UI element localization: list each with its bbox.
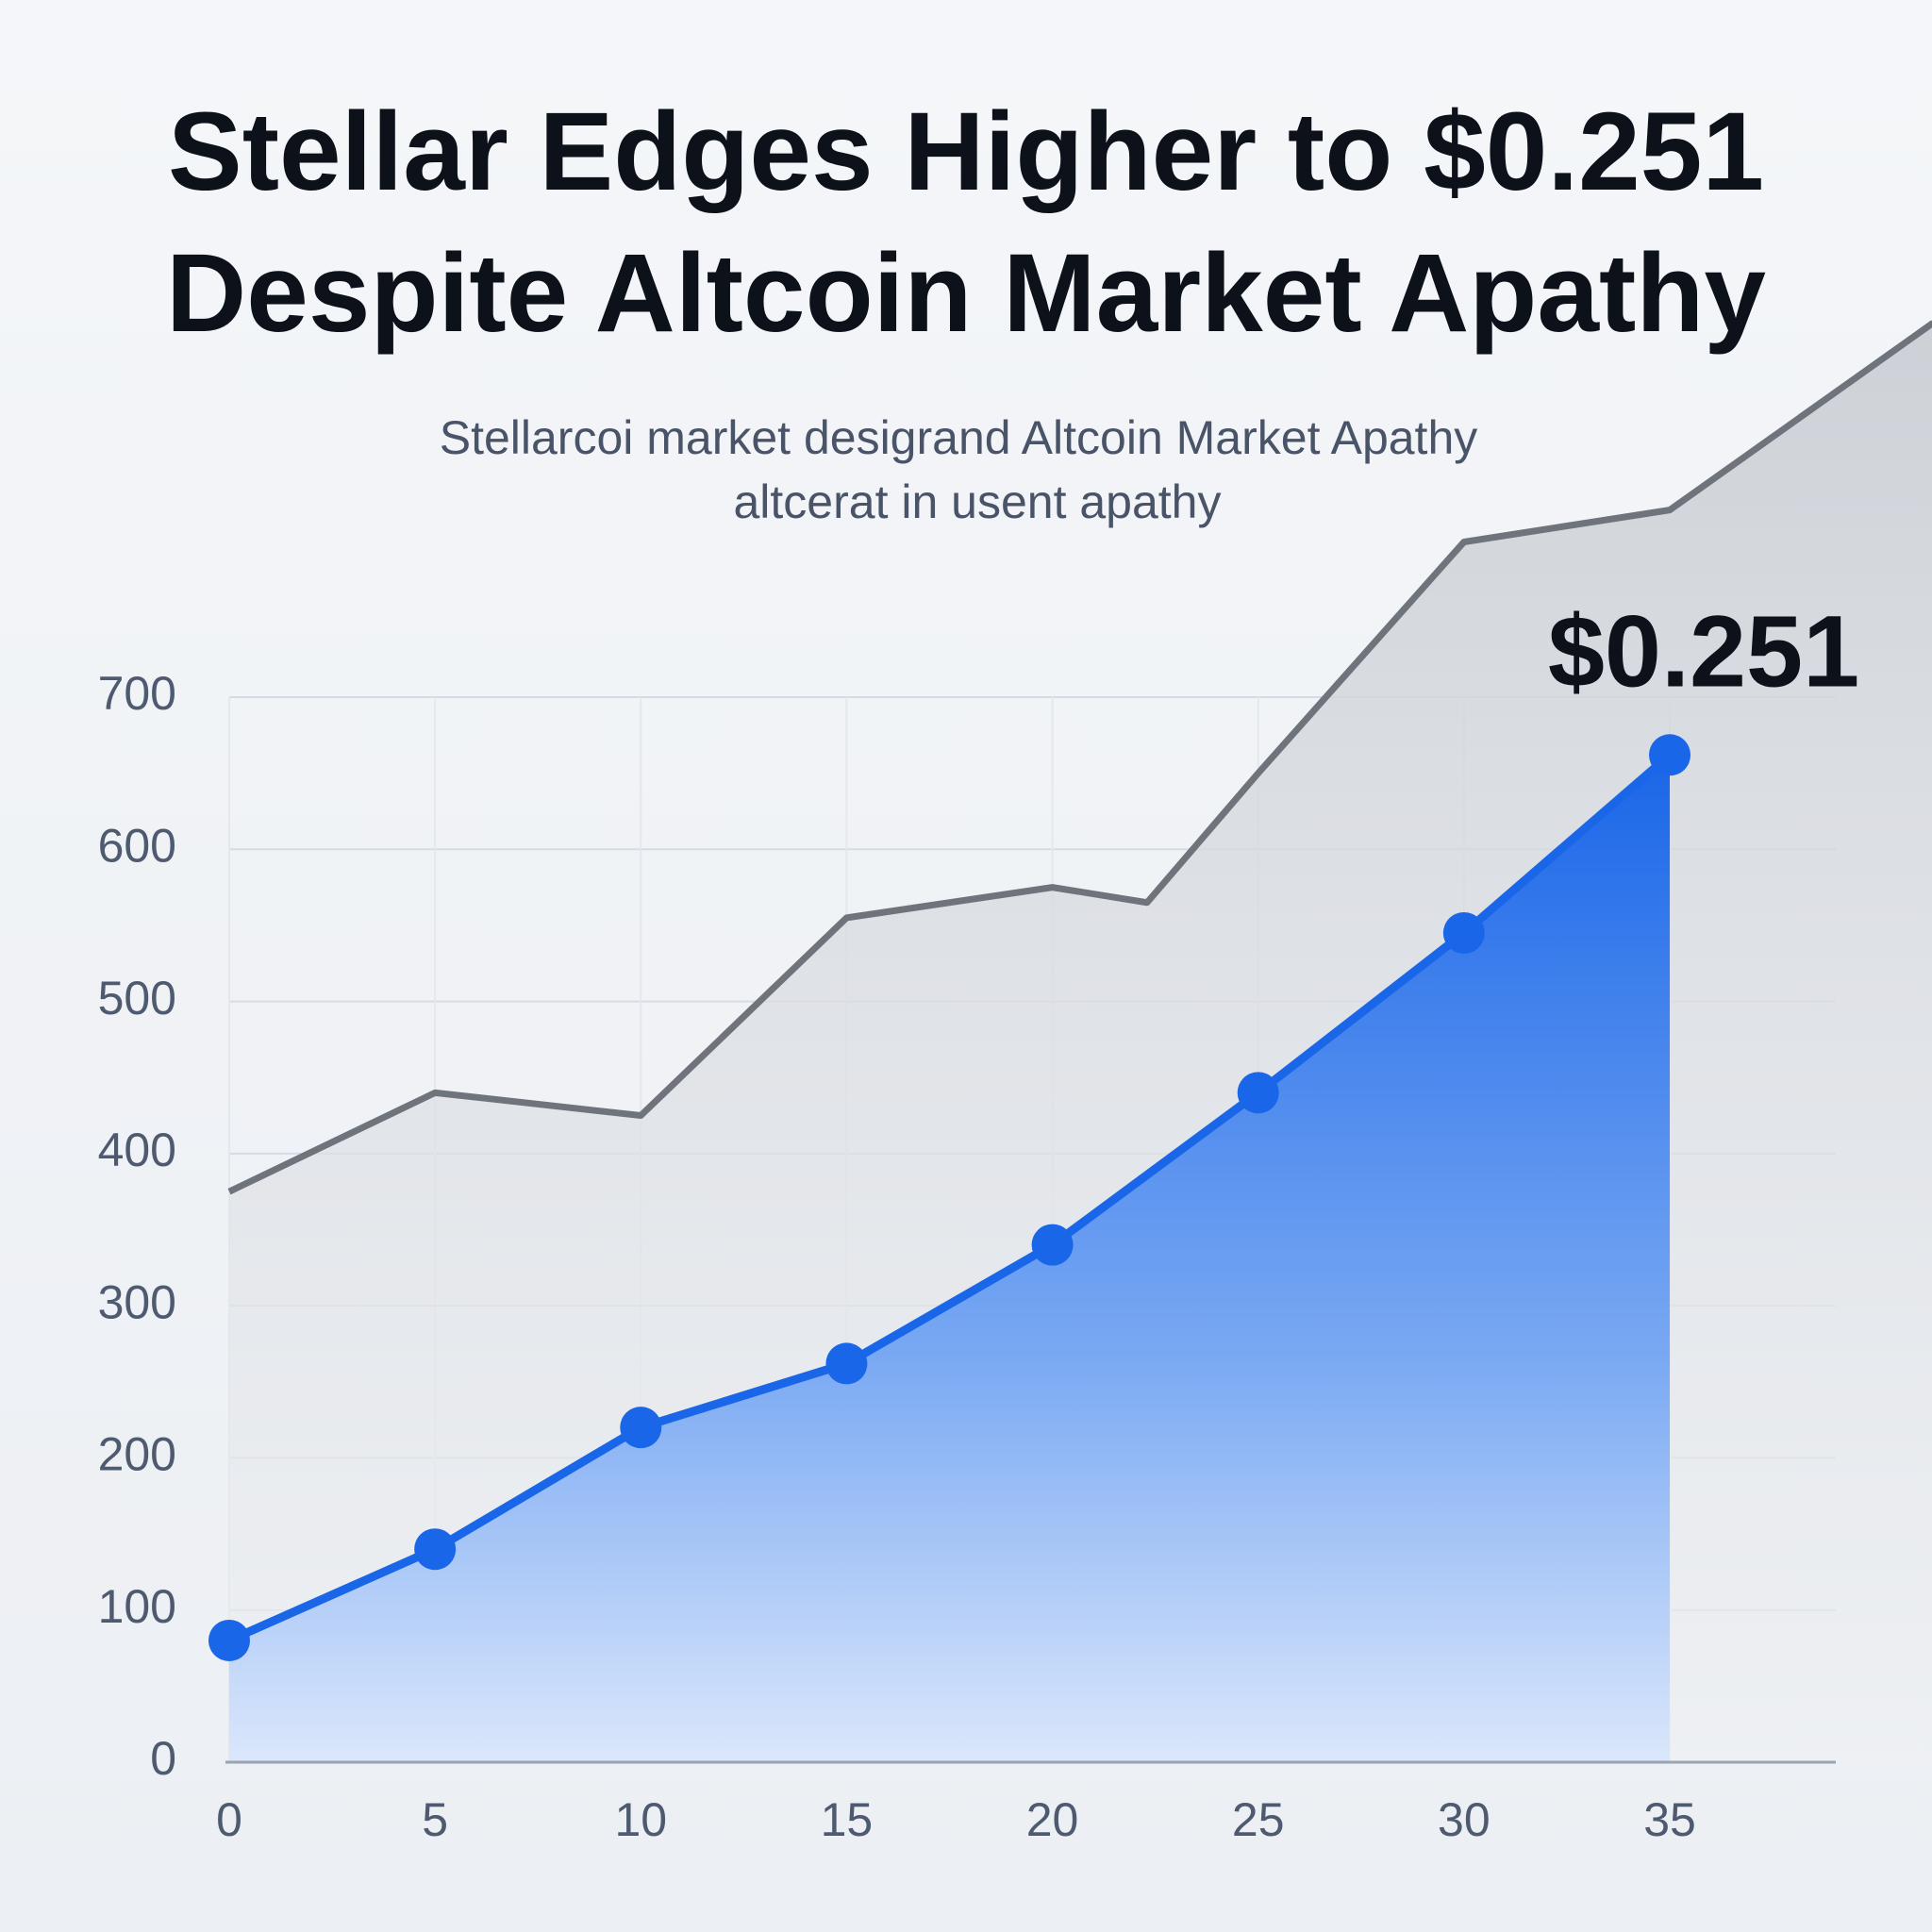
- x-tick-label: 10: [614, 1793, 667, 1846]
- x-tick-label: 5: [422, 1793, 448, 1846]
- annotation: $0.251: [1548, 594, 1859, 708]
- y-tick-label: 400: [98, 1124, 176, 1176]
- plot-area: [208, 320, 1932, 1764]
- area: [229, 755, 1670, 1762]
- y-tick-label: 600: [98, 819, 176, 872]
- y-tick-label: 100: [98, 1580, 176, 1633]
- y-tick-label: 500: [98, 972, 176, 1024]
- point: [208, 1619, 250, 1661]
- x-tick-label: 30: [1438, 1793, 1491, 1846]
- x-tick-label: 25: [1232, 1793, 1285, 1846]
- point: [414, 1528, 457, 1571]
- x-tick-label: 20: [1026, 1793, 1079, 1846]
- x-tick-label: 0: [216, 1793, 242, 1846]
- chart-subtitle: altcerat in usent apathy: [734, 475, 1222, 528]
- y-tick-label: 700: [98, 667, 176, 720]
- point: [1442, 911, 1485, 954]
- line: [227, 751, 1673, 1645]
- point: [620, 1407, 662, 1449]
- point: [1237, 1072, 1279, 1114]
- point: [1649, 734, 1690, 776]
- x-tick-label: 15: [821, 1793, 874, 1846]
- y-tick-label: 0: [150, 1732, 176, 1785]
- point: [825, 1342, 868, 1385]
- x-tick-label: 35: [1643, 1793, 1696, 1846]
- chart-title: Despite Altcoin Market Apathy: [166, 231, 1766, 356]
- point: [1031, 1224, 1074, 1266]
- line: [227, 320, 1932, 1195]
- y-tick-label: 200: [98, 1428, 176, 1481]
- y-tick-label: 300: [98, 1275, 176, 1328]
- chart-subtitle: Stellarcoi market desigrand Altcoin Mark…: [440, 411, 1478, 464]
- chart-title: Stellar Edges Higher to $0.251: [168, 90, 1764, 214]
